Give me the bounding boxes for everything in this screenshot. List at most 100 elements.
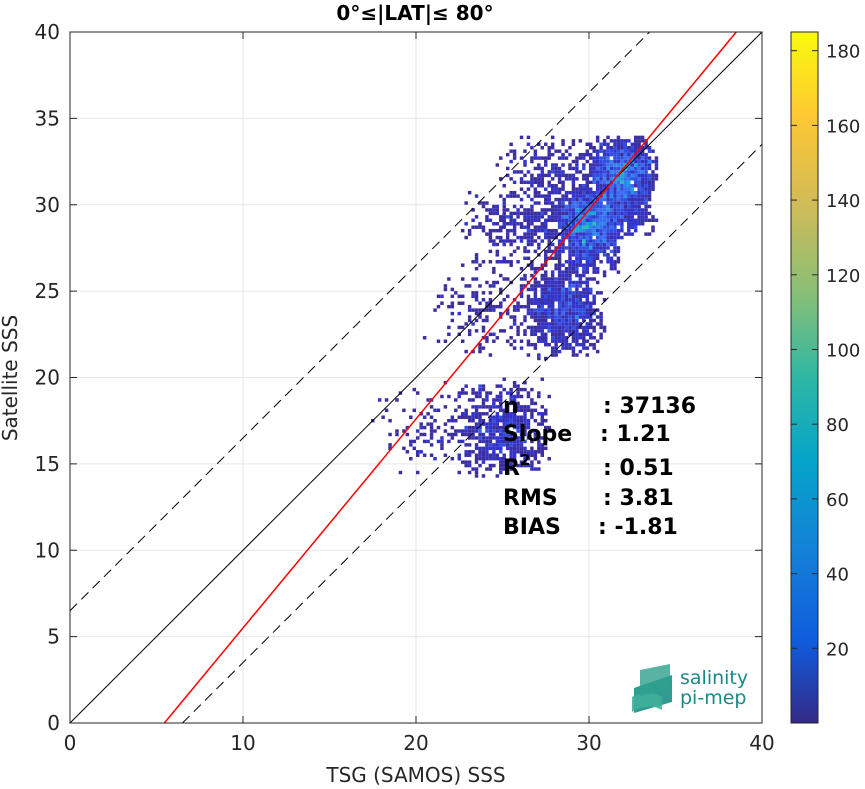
density-cell <box>533 270 538 274</box>
density-cell <box>433 308 437 312</box>
density-cell <box>595 270 600 274</box>
density-cell <box>637 180 641 185</box>
density-cell <box>592 346 596 350</box>
density-cell <box>585 332 589 337</box>
density-cell <box>561 304 565 309</box>
density-cell <box>630 222 634 226</box>
density-cell <box>550 284 555 288</box>
density-cell <box>592 242 596 247</box>
density-cell <box>474 260 479 264</box>
density-cell <box>436 408 441 413</box>
density-cell <box>557 187 562 191</box>
density-cell <box>620 228 624 233</box>
density-cell <box>627 173 631 178</box>
density-cell <box>523 159 527 164</box>
density-cell <box>530 159 534 164</box>
density-cell <box>537 280 541 285</box>
density-cell <box>637 218 641 223</box>
density-cell <box>571 301 576 305</box>
density-cell <box>561 318 565 323</box>
density-cell <box>419 425 423 430</box>
density-cell <box>620 152 624 157</box>
y-tick-label: 25 <box>35 279 60 303</box>
density-cell <box>512 456 517 461</box>
density-cell <box>526 408 531 413</box>
colorbar-tick-label: 140 <box>826 191 860 212</box>
density-cell <box>533 180 538 185</box>
density-cell <box>502 387 506 392</box>
density-cell <box>533 177 538 181</box>
density-cell <box>578 342 583 347</box>
density-cell <box>499 446 503 451</box>
density-cell <box>606 225 610 229</box>
density-cell <box>464 443 468 447</box>
density-cell <box>481 446 486 451</box>
density-cell <box>564 277 569 281</box>
density-cell <box>460 325 465 330</box>
density-cell <box>523 422 527 426</box>
density-cell <box>540 436 545 440</box>
density-cell <box>578 263 583 267</box>
density-cell <box>571 211 576 216</box>
density-cell <box>426 412 430 416</box>
logo-line2: pi-mep <box>680 687 746 709</box>
density-cell <box>471 218 475 223</box>
density-cell <box>450 287 455 292</box>
density-cell <box>654 173 659 178</box>
density-cell <box>623 197 628 202</box>
density-cell <box>544 311 548 316</box>
density-cell <box>578 204 583 209</box>
density-cell <box>620 177 624 181</box>
density-cell <box>647 184 652 188</box>
density-cell <box>606 260 610 264</box>
density-cell <box>592 253 596 257</box>
density-cell <box>509 443 513 447</box>
density-cell <box>488 443 493 447</box>
density-cell <box>474 194 479 198</box>
density-cell <box>533 266 538 271</box>
density-cell <box>492 280 496 285</box>
density-cell <box>578 322 583 326</box>
density-cell <box>502 208 506 212</box>
density-cell <box>620 211 624 216</box>
density-cell <box>467 443 472 447</box>
density-cell <box>512 190 517 195</box>
density-cell <box>478 412 482 416</box>
density-cell <box>554 336 558 340</box>
density-cell <box>564 273 569 278</box>
y-tick-label: 0 <box>47 711 60 735</box>
density-cell <box>544 273 548 278</box>
density-cell <box>620 166 624 171</box>
density-cell <box>582 332 586 337</box>
colorbar-tick-label: 100 <box>826 340 860 361</box>
density-cell <box>488 418 493 423</box>
density-cell <box>568 235 572 240</box>
density-cell <box>578 315 583 319</box>
density-cell <box>564 222 569 226</box>
density-cell <box>606 228 610 233</box>
density-cell <box>592 301 596 305</box>
density-cell <box>568 166 572 171</box>
density-cell <box>450 456 455 461</box>
density-cell <box>578 298 583 302</box>
density-cell <box>554 256 558 261</box>
density-cell <box>533 239 538 243</box>
density-cell <box>630 218 634 223</box>
density-cell <box>519 405 524 409</box>
density-cell <box>595 163 600 167</box>
density-cell <box>474 405 479 409</box>
density-cell <box>592 342 596 347</box>
density-cell <box>526 187 531 191</box>
density-cell <box>471 412 475 416</box>
density-cell <box>578 139 583 143</box>
density-cell <box>509 239 513 243</box>
density-cell <box>592 318 596 323</box>
density-cell <box>571 187 576 191</box>
density-cell <box>606 173 610 178</box>
density-cell <box>505 235 510 240</box>
density-cell <box>512 149 517 153</box>
density-cell <box>547 235 551 240</box>
density-cell <box>599 311 603 316</box>
density-cell <box>568 215 572 219</box>
